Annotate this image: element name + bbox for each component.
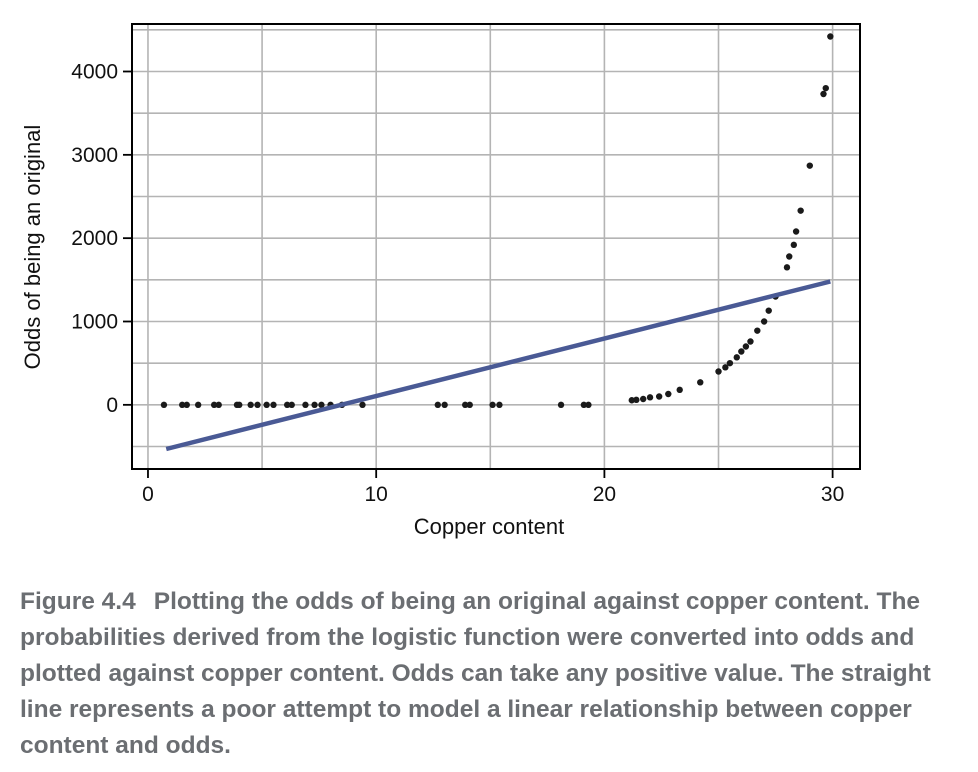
data-point: [806, 162, 813, 169]
figure-caption-text: Plotting the odds of being an original a…: [20, 588, 931, 759]
data-point: [270, 401, 277, 409]
data-point: [639, 395, 647, 403]
y-tick-label: 2000: [71, 227, 118, 250]
data-point: [466, 401, 473, 409]
x-axis-title: Copper content: [414, 514, 564, 539]
y-axis-title: Odds of being an original: [20, 125, 45, 370]
data-point: [263, 401, 270, 409]
data-point: [783, 264, 791, 271]
data-point: [302, 401, 309, 409]
data-point: [760, 318, 768, 325]
data-point: [311, 401, 318, 409]
data-marks: [160, 33, 834, 452]
data-point: [288, 401, 295, 409]
data-point: [792, 228, 800, 235]
gridlines: [132, 24, 860, 469]
data-point: [790, 241, 798, 249]
data-point: [722, 364, 729, 371]
data-point: [489, 401, 496, 409]
data-point: [434, 401, 442, 409]
data-point: [283, 401, 291, 409]
data-point: [715, 368, 722, 375]
linear-fit-line: [165, 279, 831, 452]
data-point: [827, 33, 834, 40]
data-point: [557, 401, 565, 409]
figure-number: Figure 4.4: [20, 588, 136, 615]
data-point: [247, 401, 254, 409]
data-point: [210, 401, 218, 409]
data-point: [733, 354, 740, 361]
data-point: [359, 401, 366, 409]
data-point: [797, 207, 804, 214]
x-tick-label: 30: [821, 483, 844, 506]
data-point: [580, 401, 588, 409]
data-point: [585, 401, 592, 409]
data-point: [747, 338, 754, 345]
data-point: [786, 253, 793, 260]
data-point: [655, 393, 663, 400]
data-point: [765, 307, 772, 314]
data-point: [254, 401, 261, 409]
data-point: [441, 401, 448, 409]
x-tick-label: 20: [593, 483, 616, 506]
axis-ticks: 0 10 20 30 0 1000 2000 3000 4000: [71, 61, 844, 507]
data-point: [215, 401, 222, 409]
data-point: [646, 394, 654, 401]
y-tick-label: 1000: [71, 311, 118, 334]
data-point: [742, 343, 750, 350]
data-point: [461, 401, 469, 409]
data-point: [318, 401, 325, 409]
plot-frame: [131, 23, 861, 470]
data-point: [179, 401, 186, 409]
data-point: [194, 401, 202, 409]
data-point: [820, 90, 827, 98]
y-tick-label: 4000: [71, 61, 118, 84]
data-point: [726, 359, 734, 367]
x-tick-label: 0: [142, 483, 154, 506]
data-point: [496, 401, 503, 409]
data-point: [738, 348, 745, 355]
data-point: [236, 401, 243, 409]
data-point: [676, 386, 683, 394]
data-point: [633, 396, 640, 404]
x-tick-label: 10: [365, 483, 388, 506]
data-point: [665, 390, 672, 398]
data-point: [160, 401, 168, 409]
figure-caption: Figure 4.4 Plotting the odds of being an …: [20, 584, 968, 764]
y-tick-label: 0: [106, 394, 118, 417]
data-point: [822, 84, 829, 92]
data-point: [697, 379, 704, 386]
data-point: [754, 327, 761, 334]
data-point: [183, 401, 190, 409]
y-tick-label: 3000: [71, 144, 118, 167]
